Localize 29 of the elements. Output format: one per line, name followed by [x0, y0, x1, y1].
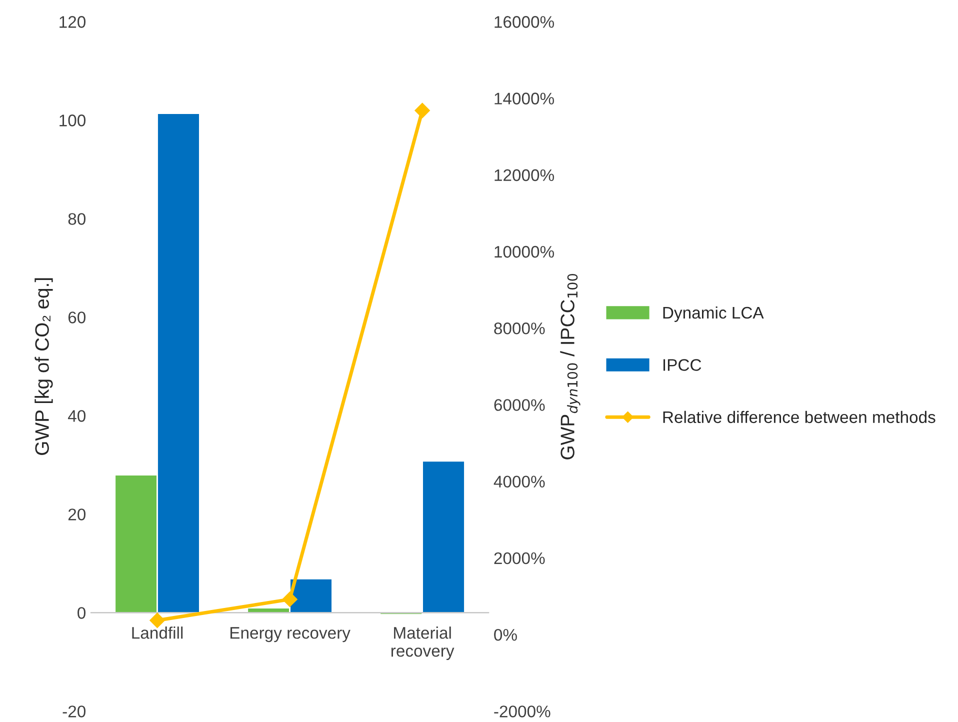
y-tick-label: 40 — [68, 410, 86, 422]
point — [282, 592, 298, 607]
y-axis-title: GWP [kg of CO₂ eq.] — [34, 278, 53, 455]
y2-tick-label: 12000% — [494, 169, 554, 182]
y-tick-label: 60 — [68, 312, 86, 324]
y-tick-label: 0 — [78, 607, 86, 619]
y2-tick-label: 6000% — [494, 399, 545, 411]
x-tick-label: Landfill — [132, 626, 183, 639]
legend-label: Dynamic LCA — [663, 306, 764, 322]
legend-label: IPCC — [663, 359, 702, 371]
y2-tick-label: 16000% — [494, 16, 554, 28]
y-tick-label: 80 — [68, 213, 86, 225]
x-tick-label: Material recovery — [391, 626, 454, 660]
y2-axis-title: GWP$_{dyn100}$ / IPCC$_{100}$ — [560, 274, 580, 460]
point — [150, 612, 165, 628]
y-tick-label: -20 — [62, 706, 86, 718]
y-tick-label: 100 — [60, 114, 86, 126]
y2-tick-label: -2000% — [494, 706, 550, 718]
y2-tick-label: 8000% — [494, 322, 545, 334]
point — [414, 102, 430, 118]
y2-tick-label: 10000% — [494, 246, 554, 258]
y-tick-label: 120 — [60, 16, 86, 28]
y2-tick-label: 4000% — [494, 476, 545, 488]
y2-tick-label: 0% — [494, 628, 517, 641]
y2-tick-label: 2000% — [494, 552, 545, 564]
y2-tick-label: 14000% — [494, 92, 554, 104]
y-tick-label: 20 — [68, 508, 86, 520]
x-tick-label: Energy recovery — [230, 627, 350, 642]
legend-label: Relative difference between methods — [663, 410, 936, 424]
